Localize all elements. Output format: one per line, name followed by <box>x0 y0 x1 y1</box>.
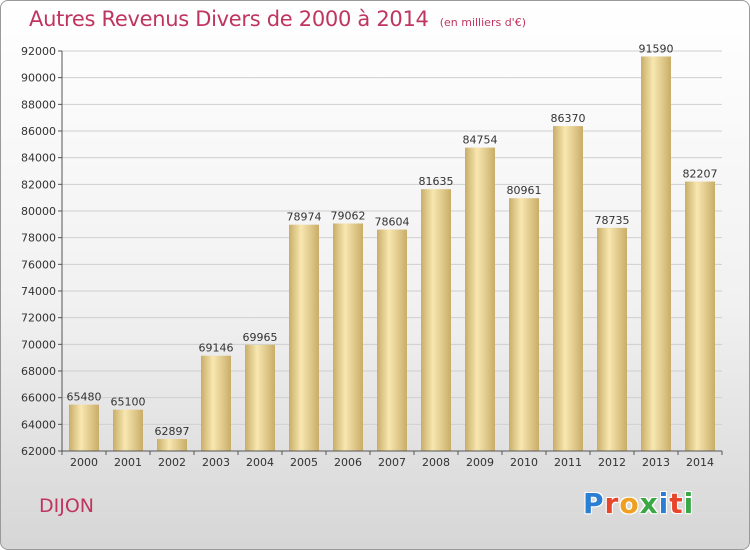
logo-letter: x <box>639 487 659 520</box>
bar <box>289 224 319 451</box>
y-tick-label: 92000 <box>21 45 56 58</box>
bar <box>113 409 143 451</box>
data-label: 62897 <box>155 425 190 438</box>
bar <box>465 147 495 451</box>
chart-title: Autres Revenus Divers de 2000 à 2014 <box>29 7 429 31</box>
data-label: 78604 <box>375 216 410 229</box>
y-tick-label: 86000 <box>21 125 56 138</box>
y-tick-label: 82000 <box>21 178 56 191</box>
proxiti-logo: Proxiti <box>583 487 694 520</box>
y-tick-label: 76000 <box>21 258 56 271</box>
bar <box>377 229 407 451</box>
y-tick-label: 78000 <box>21 232 56 245</box>
bar <box>553 126 583 452</box>
data-label: 78735 <box>595 214 630 227</box>
bars <box>69 56 715 452</box>
data-label: 91590 <box>639 42 674 55</box>
x-tick-label: 2010 <box>510 456 538 469</box>
bar <box>157 439 187 451</box>
data-label: 69146 <box>199 342 234 355</box>
data-label: 79062 <box>331 210 366 223</box>
data-label: 65480 <box>67 391 102 404</box>
bar <box>245 344 275 451</box>
data-label: 80961 <box>507 184 542 197</box>
y-tick-label: 74000 <box>21 285 56 298</box>
data-label: 84754 <box>463 134 498 147</box>
x-tick-label: 2005 <box>290 456 318 469</box>
x-tick-label: 2008 <box>422 456 450 469</box>
title-block: Autres Revenus Divers de 2000 à 2014 (en… <box>29 7 526 31</box>
y-tick-label: 84000 <box>21 152 56 165</box>
y-tick-label: 68000 <box>21 365 56 378</box>
x-tick-label: 2014 <box>686 456 714 469</box>
x-tick-label: 2011 <box>554 456 582 469</box>
data-label: 69965 <box>243 331 278 344</box>
bar <box>69 404 99 451</box>
x-tick-label: 2000 <box>70 456 98 469</box>
value-labels: 65480 65100 62897 69146 69965 78974 79062 78604… <box>67 42 718 438</box>
data-label: 86370 <box>551 112 586 125</box>
x-tick-label: 2007 <box>378 456 406 469</box>
logo-letter: t <box>669 487 684 520</box>
logo-letter: i <box>658 487 670 520</box>
logo-letter: P <box>583 487 605 520</box>
y-tick-label: 88000 <box>21 98 56 111</box>
x-tick-label: 2013 <box>642 456 670 469</box>
x-tick-label: 2006 <box>334 456 362 469</box>
y-tick-label: 80000 <box>21 205 56 218</box>
y-tick-label: 72000 <box>21 312 56 325</box>
data-label: 81635 <box>419 175 454 188</box>
x-tick-label: 2004 <box>246 456 274 469</box>
logo-letter: r <box>604 487 620 520</box>
y-tick-label: 90000 <box>21 72 56 85</box>
city-label: DIJON <box>39 495 95 517</box>
x-tick-label: 2002 <box>158 456 186 469</box>
logo-letter: o <box>619 487 640 520</box>
data-label: 78974 <box>287 211 322 224</box>
x-tick-label: 2001 <box>114 456 142 469</box>
logo-letter: i <box>683 487 695 520</box>
bar <box>597 227 627 451</box>
data-label: 65100 <box>111 396 146 409</box>
x-tick-label: 2012 <box>598 456 626 469</box>
bar <box>685 181 715 451</box>
data-label: 82207 <box>683 168 718 181</box>
y-tick-label: 70000 <box>21 338 56 351</box>
bar <box>421 189 451 451</box>
chart-subtitle: (en milliers d'€) <box>439 16 526 29</box>
bar <box>333 223 363 451</box>
x-tick-label: 2003 <box>202 456 230 469</box>
bar <box>201 355 231 451</box>
x-tick-label: 2009 <box>466 456 494 469</box>
y-tick-label: 62000 <box>21 445 56 458</box>
bar <box>641 56 671 451</box>
axes: 62000 64000 66000 68000 70000 72000 74000 76000… <box>21 45 723 469</box>
y-tick-label: 64000 <box>21 418 56 431</box>
bar <box>509 198 539 451</box>
y-tick-label: 66000 <box>21 392 56 405</box>
